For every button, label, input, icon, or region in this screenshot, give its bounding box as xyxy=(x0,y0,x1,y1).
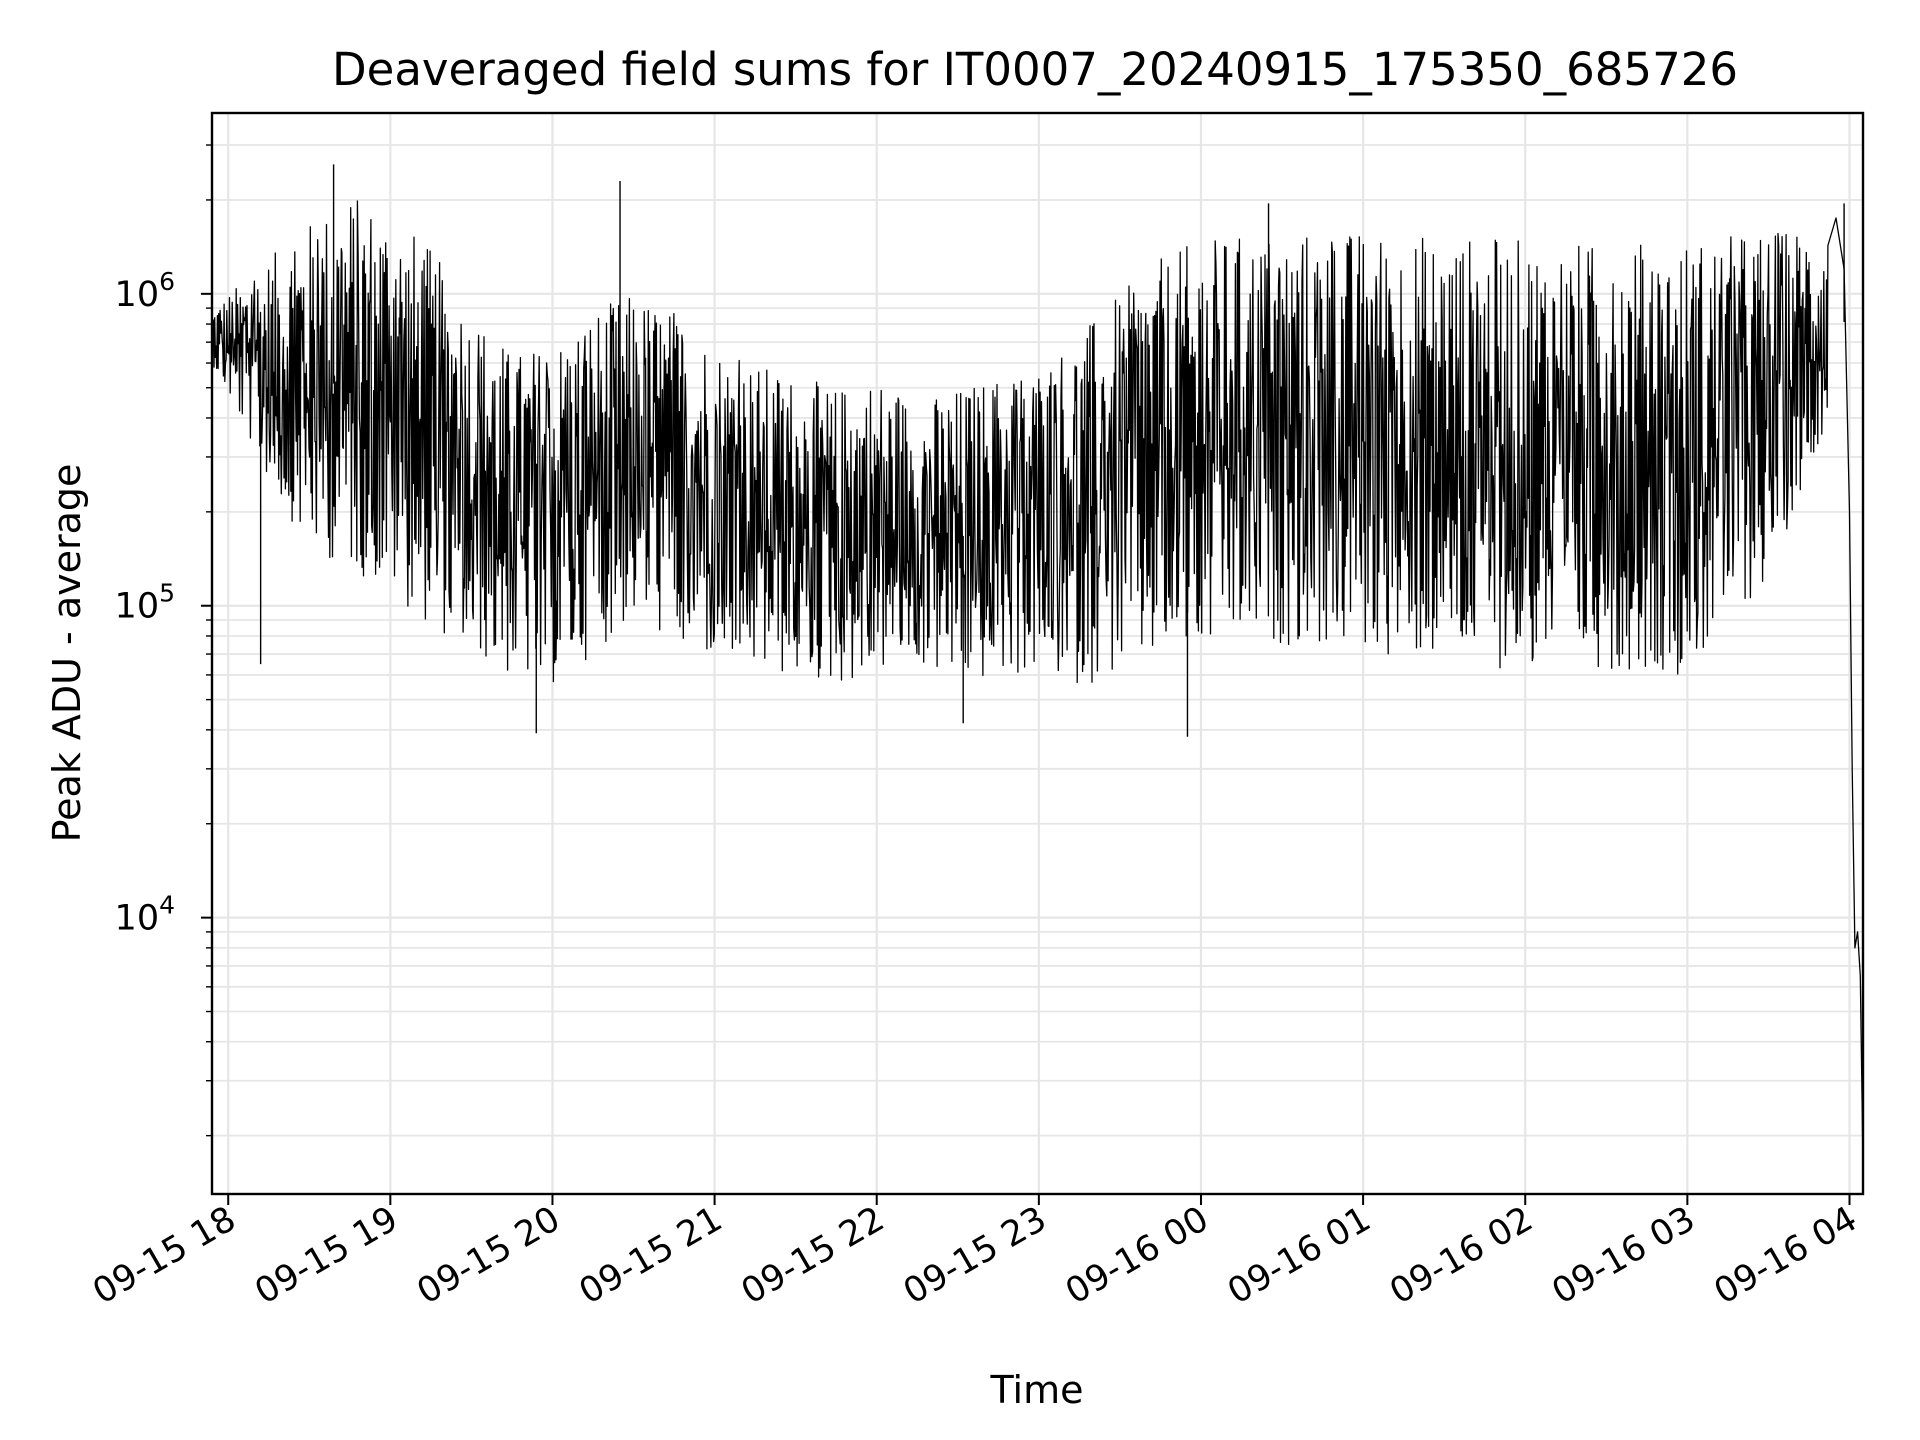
x-axis-label: Time xyxy=(990,1368,1084,1412)
chart-title: Deaveraged field sums for IT0007_2024091… xyxy=(332,43,1738,96)
y-tick-label: 105 xyxy=(115,579,175,627)
data-series-line xyxy=(211,200,1864,1166)
y-tick-label: 104 xyxy=(115,891,175,939)
y-axis-label: Peak ADU - average xyxy=(45,464,89,843)
y-axis: 104 105 106 xyxy=(115,144,212,1137)
plot-area xyxy=(211,164,1864,1166)
y-tick-label: 106 xyxy=(115,267,175,315)
